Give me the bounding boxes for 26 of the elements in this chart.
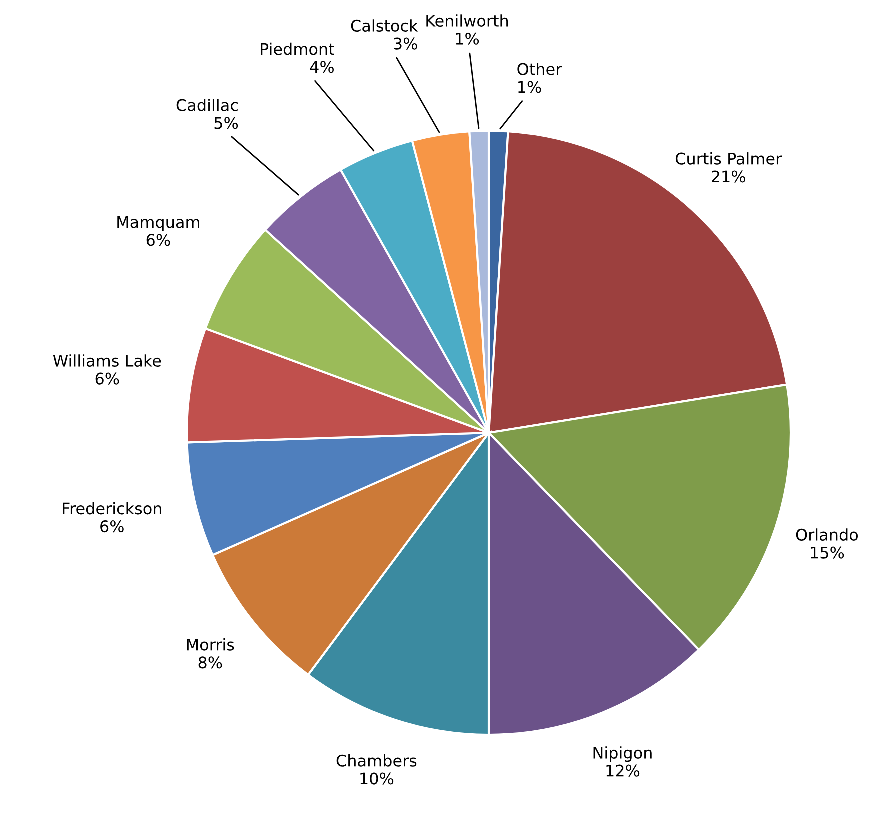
slice-label: Morris bbox=[187, 638, 234, 651]
data-label: 12% bbox=[606, 764, 640, 777]
slice-label: Calstock bbox=[351, 20, 418, 32]
slice-label: Nipigon bbox=[594, 746, 652, 762]
slice-label: Other bbox=[518, 62, 562, 76]
data-label: 6% bbox=[100, 520, 124, 533]
data-label: 6% bbox=[96, 372, 120, 385]
data-label: 1% bbox=[518, 81, 542, 94]
data-label: 8% bbox=[198, 656, 222, 669]
slice-label: Curtis Palmer bbox=[676, 152, 782, 165]
data-label: 1% bbox=[456, 32, 480, 45]
data-label: 10% bbox=[360, 772, 394, 785]
slice-label: Mamquam bbox=[118, 216, 200, 232]
slice-label: Williams Lake bbox=[53, 354, 162, 367]
data-label: 3% bbox=[394, 38, 418, 50]
data-label: 15% bbox=[811, 546, 844, 559]
slice-label: Frederickson bbox=[63, 502, 162, 515]
data-label: 6% bbox=[146, 234, 170, 246]
slice-label: Chambers bbox=[336, 754, 417, 767]
slice-label: Piedmont bbox=[261, 42, 334, 56]
data-label: 4% bbox=[310, 61, 334, 74]
data-label: 21% bbox=[712, 170, 746, 183]
slice-label: Cadillac bbox=[176, 99, 238, 112]
slice-label: Kenilworth bbox=[426, 14, 508, 28]
slice-label: Orlando bbox=[796, 528, 858, 541]
data-label: 5% bbox=[214, 117, 238, 130]
